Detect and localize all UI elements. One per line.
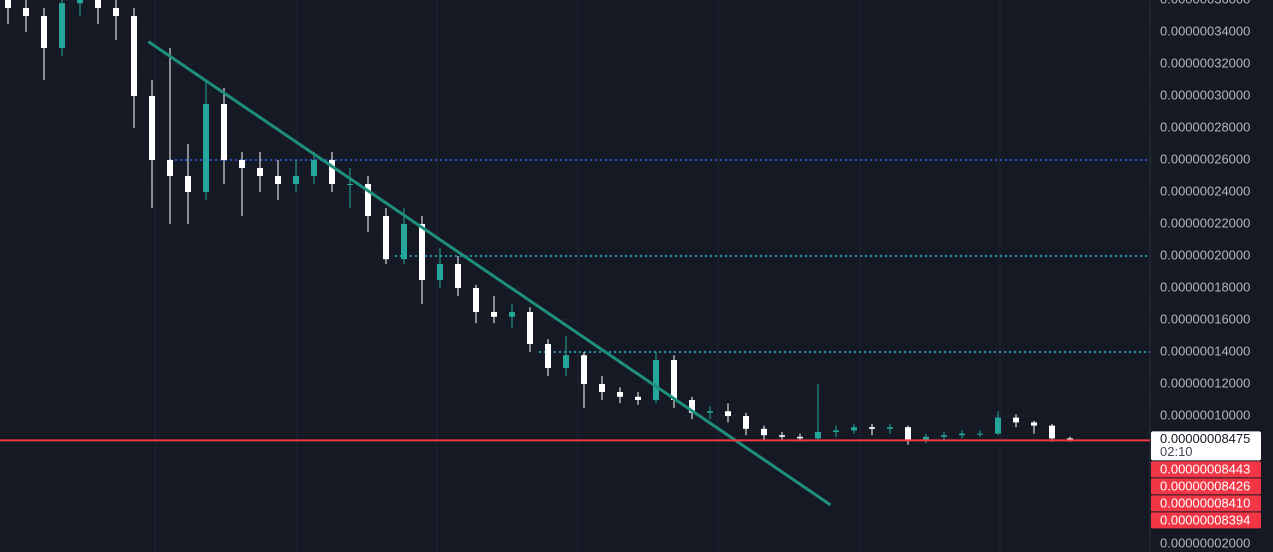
last-price-box xyxy=(1151,431,1261,461)
candle-body xyxy=(23,8,29,16)
candle-body xyxy=(725,411,731,416)
y-tick-label: 0.00000028000 xyxy=(1160,119,1250,134)
candle-body xyxy=(779,435,785,437)
trendline xyxy=(147,40,832,507)
candle-body xyxy=(203,104,209,192)
y-tick-label: 0.00000018000 xyxy=(1160,279,1250,294)
candle-body xyxy=(167,160,173,176)
candle-body xyxy=(473,288,479,312)
candle-body xyxy=(329,160,335,184)
candle-body xyxy=(689,400,695,413)
y-tick-label: 0.00000016000 xyxy=(1160,311,1250,326)
candle-body xyxy=(365,184,371,216)
candle-body xyxy=(941,435,947,437)
candle-body xyxy=(869,427,875,429)
candle-body xyxy=(887,427,893,429)
y-tick-label: 0.00000012000 xyxy=(1160,375,1250,390)
candle-body xyxy=(5,0,11,8)
order-label: 0.00000008443 xyxy=(1160,461,1250,476)
y-tick-label: 0.00000026000 xyxy=(1160,151,1250,166)
candle-body xyxy=(437,264,443,280)
candle-body xyxy=(653,360,659,400)
candle-body xyxy=(257,168,263,176)
candle-body xyxy=(131,16,137,96)
candle-body xyxy=(833,430,839,432)
candle-body xyxy=(815,432,821,439)
candle-body xyxy=(383,216,389,260)
candle-body xyxy=(617,392,623,397)
candle-body xyxy=(977,433,983,435)
y-tick-label: 0.00000020000 xyxy=(1160,247,1250,262)
candle-body xyxy=(491,312,497,317)
candle-body xyxy=(239,160,245,168)
candle-body xyxy=(923,436,929,440)
candle-body xyxy=(995,417,1001,434)
candle-body xyxy=(509,312,515,317)
candle-body xyxy=(221,104,227,160)
y-tick-label: 0.00000014000 xyxy=(1160,343,1250,358)
countdown: 02:10 xyxy=(1160,444,1193,459)
candle-body xyxy=(275,176,281,184)
candle-body xyxy=(113,8,119,16)
candle-body xyxy=(635,396,641,400)
order-label: 0.00000008410 xyxy=(1160,495,1250,510)
candle-body xyxy=(905,427,911,440)
candle-body xyxy=(563,355,569,368)
order-label-box xyxy=(1151,478,1261,495)
candle-body xyxy=(455,264,461,288)
candle-body xyxy=(545,344,551,368)
y-tick-label: 0.00000024000 xyxy=(1160,183,1250,198)
candle-body xyxy=(851,427,857,431)
candle-body xyxy=(743,416,749,429)
candle-body xyxy=(41,16,47,48)
candle-body xyxy=(707,411,713,413)
candle-body xyxy=(1049,425,1055,439)
candle-body xyxy=(293,176,299,184)
candle-body xyxy=(671,360,677,400)
candle-body xyxy=(1031,422,1037,426)
candle-body xyxy=(149,96,155,160)
y-tick-label: 0.00000034000 xyxy=(1160,23,1250,38)
y-tick-label: 0.00000022000 xyxy=(1160,215,1250,230)
candle-body xyxy=(419,224,425,280)
candle-body xyxy=(185,176,191,192)
order-label: 0.00000008426 xyxy=(1160,478,1250,493)
candle-body xyxy=(599,384,605,392)
last-price-label: 0.00000008475 xyxy=(1160,431,1250,446)
order-label-box xyxy=(1151,512,1261,529)
y-tick-label: 0.00000032000 xyxy=(1160,55,1250,70)
candle-body xyxy=(581,355,587,384)
candle-body xyxy=(59,3,65,48)
candle-body xyxy=(527,312,533,344)
candle-body xyxy=(1013,417,1019,423)
y-tick-label: 0.00000002000 xyxy=(1160,535,1250,550)
order-label: 0.00000008394 xyxy=(1160,512,1250,527)
candle-body xyxy=(347,184,353,185)
candle-body xyxy=(761,428,767,436)
candle-body xyxy=(311,160,317,176)
candle-body xyxy=(95,0,101,8)
y-tick-label: 0.00000030000 xyxy=(1160,87,1250,102)
order-label-box xyxy=(1151,461,1261,478)
candle-body xyxy=(401,224,407,260)
candle-body xyxy=(959,433,965,436)
order-label-box xyxy=(1151,495,1261,512)
y-tick-label: 0.00000010000 xyxy=(1160,407,1250,422)
candle-body xyxy=(77,0,83,4)
y-tick-label: 0.00000036000 xyxy=(1160,0,1250,6)
candle-body xyxy=(797,436,803,439)
